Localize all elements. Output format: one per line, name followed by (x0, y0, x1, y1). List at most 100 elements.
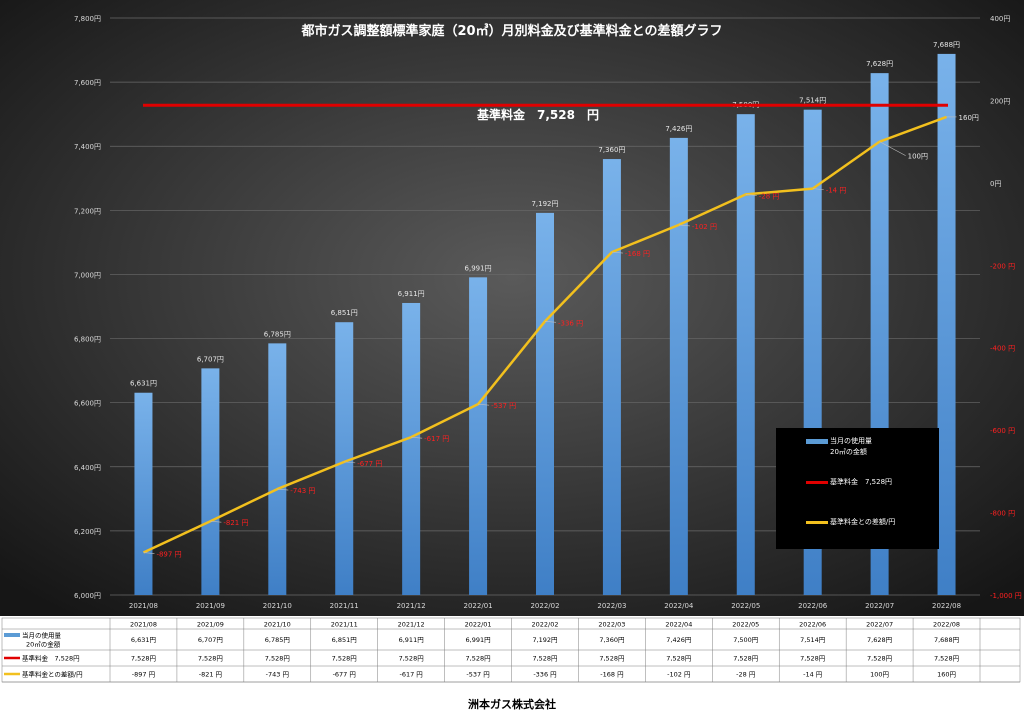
table-cell: -14 円 (803, 671, 822, 679)
y-left-tick-label: 6,400円 (74, 464, 101, 472)
difference-leader-line (812, 188, 824, 190)
table-cell: 7,528円 (332, 655, 357, 663)
table-row-label: 20㎥の金額 (26, 640, 61, 649)
y-left-tick-label: 6,200円 (74, 528, 101, 536)
chart-title: 都市ガス調整額標準家庭（20㎥）月別料金及び基準料金との差額グラフ (301, 23, 723, 39)
difference-leader-line (411, 436, 423, 439)
table-cell: -677 円 (333, 671, 356, 679)
table-cell: -743 円 (266, 671, 289, 679)
difference-value-label: -14 円 (826, 187, 847, 195)
x-tick-label: 2021/10 (263, 602, 292, 610)
bar-value-label: 6,785円 (264, 330, 291, 338)
table-cell: -821 円 (199, 671, 222, 679)
difference-value-label: -168 円 (625, 250, 650, 258)
legend-box (776, 428, 939, 549)
bar-value-label: 6,991円 (465, 264, 492, 272)
legend-label: 基準料金との差額/円 (830, 517, 895, 526)
table-cell: -537 円 (466, 671, 489, 679)
bar-value-label: 6,851円 (331, 309, 358, 317)
table-row-label: 当月の使用量 (22, 631, 62, 640)
table-cell: 7,528円 (934, 655, 959, 663)
table-cell: 7,528円 (599, 655, 624, 663)
y-right-tick-label: 0円 (990, 180, 1001, 188)
y-left-tick-label: 7,800円 (74, 15, 101, 23)
y-left-tick-label: 7,200円 (74, 207, 101, 215)
x-tick-label: 2022/07 (865, 602, 894, 610)
bar-value-label: 7,514円 (799, 97, 826, 105)
legend-label: 20㎥の金額 (830, 447, 867, 456)
table-cell: 7,192円 (532, 636, 557, 644)
table-cell: 7,528円 (466, 655, 491, 663)
y-right-tick-label: -1,000 円 (990, 592, 1022, 600)
difference-leader-line (344, 461, 356, 464)
table-cell: -102 円 (667, 671, 690, 679)
y-right-tick-label: -400 円 (990, 345, 1015, 353)
x-tick-label: 2021/08 (129, 602, 158, 610)
y-left-tick-label: 6,600円 (74, 400, 101, 408)
table-header-cell: 2022/07 (866, 621, 893, 629)
difference-value-label: -537 円 (491, 402, 516, 410)
bar (669, 137, 688, 596)
difference-leader-line (210, 520, 222, 523)
bar (134, 392, 153, 595)
y-left-tick-label: 7,000円 (74, 271, 101, 279)
bar-value-label: 7,426円 (665, 125, 692, 133)
difference-leader-line (544, 321, 557, 323)
table-row-swatch (4, 633, 20, 637)
bar-value-label: 7,688円 (933, 41, 960, 49)
table-cell: 6,851円 (332, 636, 357, 644)
difference-value-label: -897 円 (156, 551, 181, 559)
x-tick-label: 2022/06 (798, 602, 828, 610)
difference-value-label: -617 円 (424, 435, 449, 443)
table-header-cell: 2022/08 (933, 621, 960, 629)
x-tick-label: 2021/12 (397, 602, 426, 610)
bar (736, 114, 755, 596)
bar (937, 53, 956, 595)
table-cell: -336 円 (533, 671, 556, 679)
chart: 6,000円 6,200円 6,400円 6,600円 6,800円 7,000円 7,20… (0, 0, 1024, 683)
difference-value-label: -102 円 (692, 223, 717, 231)
table-cell: 100円 (870, 671, 889, 679)
table-cell: 7,528円 (532, 655, 557, 663)
difference-leader-line (277, 488, 289, 491)
table-cell: 160円 (937, 671, 956, 679)
table-cell: 6,991円 (466, 636, 491, 644)
table-cell: 7,528円 (198, 655, 223, 663)
bar (602, 159, 621, 596)
bar-value-label: 6,631円 (130, 380, 157, 388)
difference-value-label: -336 円 (558, 319, 583, 327)
difference-leader-line (879, 141, 906, 156)
x-tick-label: 2022/04 (664, 602, 694, 610)
table-row-label: 基準料金との差額/円 (22, 670, 83, 679)
table-header-cell: 2022/01 (465, 621, 492, 629)
table-cell: 7,528円 (131, 655, 156, 663)
table-header-cell: 2021/08 (130, 621, 157, 629)
table-cell: 7,528円 (265, 655, 290, 663)
table-header-cell: 2021/12 (398, 621, 425, 629)
difference-value-label: -28 円 (759, 192, 780, 200)
table-cell: -617 円 (399, 671, 422, 679)
y-left-tick-label: 6,800円 (74, 336, 101, 344)
bar-value-label: 6,707円 (197, 355, 224, 363)
bar-value-label: 6,911円 (398, 290, 425, 298)
difference-leader-line (678, 224, 690, 227)
difference-value-label: -821 円 (223, 519, 248, 527)
table-cell: 6,707円 (198, 636, 223, 644)
table-cell: 7,528円 (399, 655, 424, 663)
x-tick-label: 2022/08 (932, 602, 961, 610)
difference-value-label: -677 円 (357, 460, 382, 468)
x-tick-label: 2021/11 (330, 602, 359, 610)
difference-value-label: 160円 (959, 114, 979, 122)
table-cell: 7,500円 (733, 636, 758, 644)
table-cell: 7,360円 (599, 636, 624, 644)
table-cell: 7,528円 (733, 655, 758, 663)
table-cell: 6,785円 (265, 636, 290, 644)
table-cell: 7,528円 (666, 655, 691, 663)
x-tick-label: 2022/01 (464, 602, 493, 610)
x-tick-label: 2021/09 (196, 602, 225, 610)
bar (335, 322, 354, 595)
bar-value-label: 7,628円 (866, 60, 893, 68)
table-cell: -168 円 (600, 671, 623, 679)
bar (201, 368, 220, 595)
table-cell: 7,688円 (934, 636, 959, 644)
